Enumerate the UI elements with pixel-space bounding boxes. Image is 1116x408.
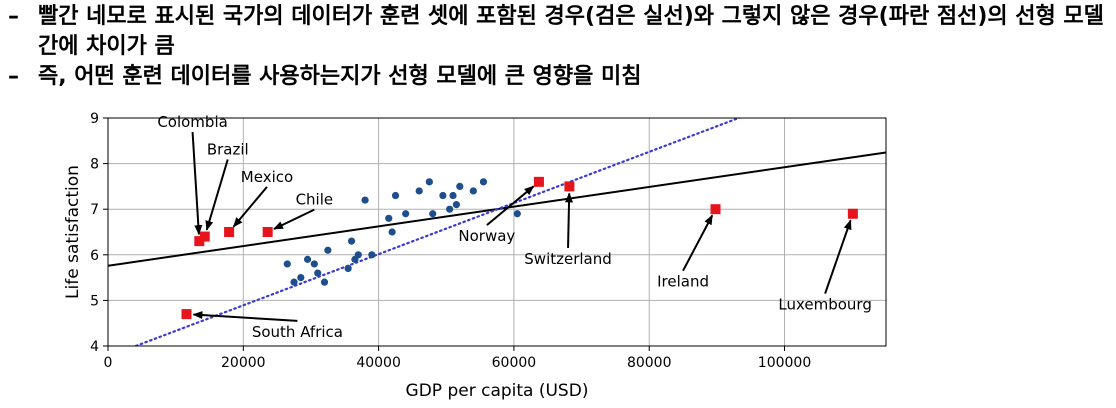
annotation-label: Brazil [207, 140, 249, 158]
outlier-point [710, 204, 721, 215]
data-point [303, 255, 312, 263]
fit-lines [108, 118, 886, 346]
data-point [354, 251, 362, 259]
y-tick-label: 6 [90, 248, 99, 264]
annotation-arrow [486, 185, 535, 226]
data-point [283, 260, 291, 268]
x-tick-label: 100000 [758, 355, 811, 371]
bullet-marker: – [8, 4, 19, 29]
annotation-label: South Africa [252, 323, 343, 341]
x-tick-label: 20000 [221, 355, 266, 371]
annotation-label: Ireland [657, 273, 709, 291]
data-point [344, 264, 352, 273]
x-tick-label: 40000 [356, 355, 401, 371]
outlier-point [181, 309, 192, 320]
y-axis-label: Life satisfaction [63, 165, 83, 299]
bullet-item-2: – 즉, 어떤 훈련 데이터를 사용하는지가 선형 모델에 큰 영향을 미침 [6, 62, 1110, 92]
axis-ticks: 0 20000 40000 60000 80000 100000 4 5 6 7 8 9 [90, 111, 811, 371]
partial-fit-line [132, 118, 742, 346]
outlier-point [847, 208, 858, 219]
data-point [314, 269, 322, 277]
bullet-item-1: – 빨간 네모로 표시된 국가의 데이터가 훈련 셋에 포함된 경우(검은 실선… [6, 2, 1110, 62]
y-tick-label: 8 [90, 157, 99, 173]
data-point [388, 228, 396, 236]
data-point [425, 178, 433, 186]
data-point [402, 210, 410, 218]
data-point [290, 278, 298, 286]
x-tick-label: 0 [104, 355, 113, 371]
bullet-text: 빨간 네모로 표시된 국가의 데이터가 훈련 셋에 포함된 경우(검은 실선)와… [38, 4, 1104, 59]
annotation-label: Norway [458, 227, 515, 245]
data-point [439, 191, 447, 200]
data-point [310, 260, 318, 268]
data-point [324, 246, 332, 254]
annotation-label: Mexico [241, 168, 293, 186]
annotation-arrow [273, 208, 315, 230]
annotation-arrow [191, 132, 203, 236]
y-tick-label: 9 [90, 111, 99, 127]
outlier-point [194, 236, 205, 247]
outlier-point [199, 231, 210, 242]
outlier-point [533, 176, 544, 187]
data-point [446, 205, 454, 213]
x-tick-label: 80000 [627, 355, 672, 371]
annotation-arrow [565, 192, 574, 248]
outlier-point [224, 227, 235, 237]
data-point [297, 274, 305, 282]
annotation-arrow [232, 186, 268, 228]
outlier-point [564, 181, 575, 192]
data-point [456, 182, 464, 190]
annotation-label: Chile [296, 191, 334, 209]
bullet-list: – 빨간 네모로 표시된 국가의 데이터가 훈련 셋에 포함된 경우(검은 실선… [6, 2, 1110, 92]
outlier-point [262, 227, 273, 237]
data-point [368, 251, 376, 259]
data-point [452, 201, 461, 209]
y-tick-label: 4 [90, 339, 99, 355]
annotation-arrow [192, 311, 298, 322]
x-axis-label: GDP per capita (USD) [406, 381, 589, 401]
bullet-marker: – [8, 64, 19, 89]
data-point [469, 187, 477, 195]
annotation-label: Colombia [157, 113, 228, 131]
data-point [429, 210, 437, 218]
data-point [449, 191, 457, 200]
annotation-label: Luxembourg [778, 296, 872, 314]
data-points [181, 176, 858, 320]
annotation-arrow [824, 219, 852, 294]
data-point [361, 196, 369, 204]
data-point [513, 210, 521, 218]
y-tick-label: 7 [90, 202, 99, 218]
bullet-text: 즉, 어떤 훈련 데이터를 사용하는지가 선형 모델에 큰 영향을 미침 [38, 64, 642, 89]
annotation-label: Switzerland [524, 250, 612, 268]
plot-frame [107, 117, 887, 347]
y-tick-label: 5 [90, 293, 99, 309]
data-point [479, 178, 488, 186]
data-point [391, 191, 400, 200]
annotation-arrow [682, 214, 714, 272]
data-point [415, 187, 423, 195]
data-point [320, 278, 329, 286]
data-point [347, 237, 356, 245]
data-point [385, 214, 393, 222]
x-tick-label: 60000 [492, 355, 537, 371]
annotation-arrow [205, 159, 229, 231]
